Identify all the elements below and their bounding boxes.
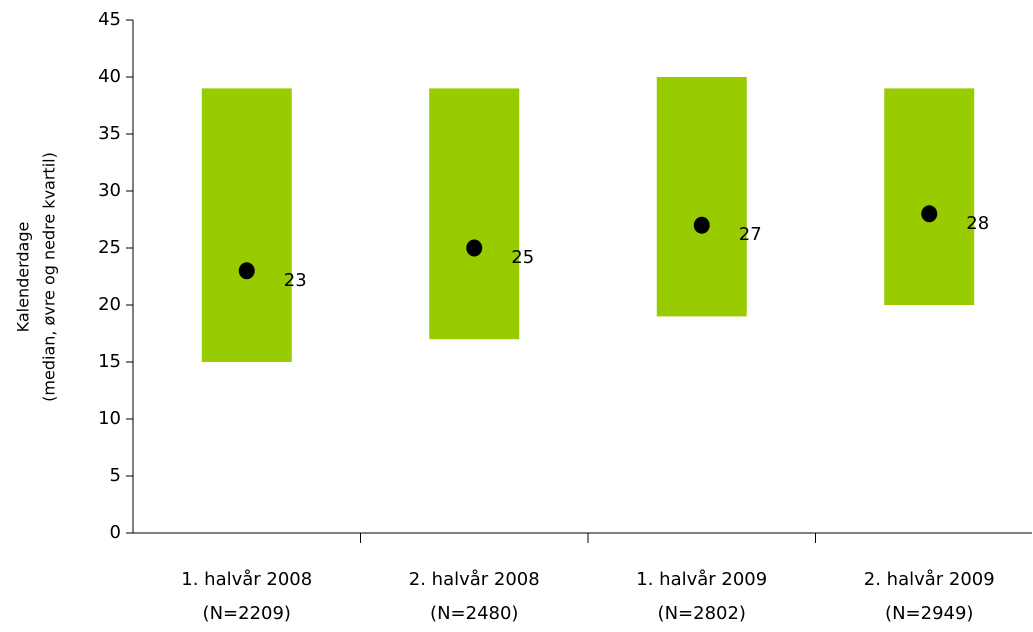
y-axis-title: Kalenderdage (median, øvre og nedre kvar… bbox=[14, 152, 59, 402]
x-tick-label: 2. halvår 2009 bbox=[864, 569, 995, 590]
range-bar bbox=[429, 88, 520, 340]
y-tick-label: 20 bbox=[98, 294, 121, 315]
y-tick-label: 30 bbox=[98, 180, 121, 201]
x-tick-label: 2. halvår 2008 bbox=[409, 569, 540, 590]
y-axis-title-line: Kalenderdage bbox=[14, 222, 33, 333]
y-tick-label: 15 bbox=[98, 351, 121, 372]
y-tick-label: 45 bbox=[98, 9, 121, 30]
y-tick-label: 5 bbox=[110, 465, 121, 486]
y-tick-label: 0 bbox=[110, 522, 121, 543]
x-tick-label: (N=2209) bbox=[203, 603, 291, 624]
y-axis-title-line: (median, øvre og nedre kvartil) bbox=[40, 152, 59, 402]
x-tick-label: 1. halvår 2008 bbox=[181, 569, 312, 590]
x-tick-label: (N=2949) bbox=[885, 603, 973, 624]
median-marker bbox=[466, 239, 483, 257]
y-tick-label: 10 bbox=[98, 408, 121, 429]
median-marker bbox=[921, 205, 938, 223]
range-bar bbox=[884, 88, 975, 306]
median-marker bbox=[238, 262, 255, 280]
y-tick-label: 25 bbox=[98, 237, 121, 258]
range-bar bbox=[201, 88, 292, 363]
x-tick-label: (N=2480) bbox=[430, 603, 518, 624]
x-tick-label: 1. halvår 2009 bbox=[636, 569, 767, 590]
median-marker bbox=[693, 216, 710, 234]
y-tick-label: 35 bbox=[98, 123, 121, 144]
y-tick-label: 40 bbox=[98, 66, 121, 87]
x-tick-label: (N=2802) bbox=[658, 603, 746, 624]
median-label: 25 bbox=[511, 247, 534, 268]
median-label: 27 bbox=[739, 224, 762, 245]
median-label: 23 bbox=[284, 270, 307, 291]
range-bar bbox=[656, 77, 747, 317]
median-label: 28 bbox=[966, 213, 989, 234]
